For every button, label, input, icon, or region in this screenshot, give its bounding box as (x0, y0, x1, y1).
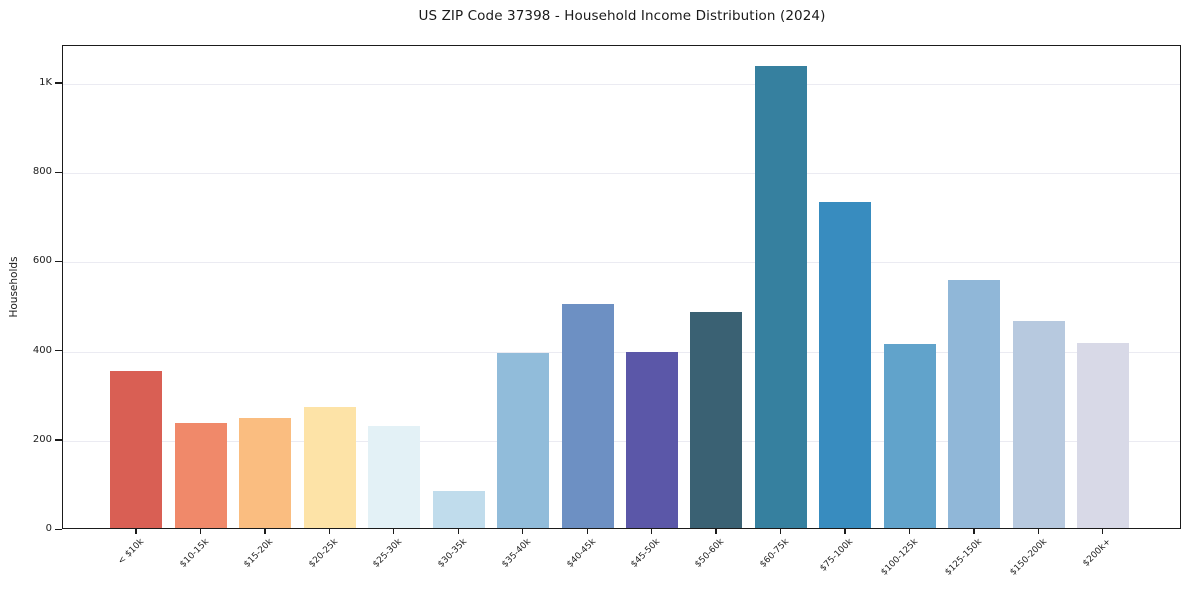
x-tick-mark (1102, 529, 1104, 534)
x-tick-label: < $10k (116, 537, 147, 567)
y-tick-mark (55, 439, 62, 441)
y-tick-label: 400 (32, 344, 52, 356)
x-tick-mark (264, 529, 266, 534)
x-tick-label: $40-45k (564, 537, 598, 570)
y-tick-label: 800 (32, 166, 52, 178)
x-tick-label: $200k+ (1081, 537, 1114, 569)
x-tick-label: $50-60k (693, 537, 727, 570)
x-tick-mark (651, 529, 653, 534)
x-tick-label: $45-50k (629, 537, 663, 570)
x-tick-mark (328, 529, 331, 534)
x-tick-mark (457, 529, 459, 534)
y-tick-mark (55, 171, 62, 173)
y-tick-mark (55, 82, 62, 84)
y-tick-label: 1K (39, 76, 52, 88)
x-tick-label: $30-35k (435, 537, 469, 570)
y-tick-mark (55, 350, 62, 352)
chart-bar (239, 417, 292, 528)
plot-area (62, 45, 1181, 529)
y-tick-label: 200 (32, 433, 52, 445)
x-tick-label: $60-75k (758, 537, 791, 570)
gridline (63, 262, 1180, 264)
chart-bar (690, 311, 743, 528)
chart-bar (368, 425, 421, 528)
chart-bar (561, 303, 614, 528)
chart-bar (626, 351, 678, 528)
x-tick-mark (199, 529, 202, 534)
x-tick-label: $100-125k (879, 537, 920, 578)
x-tick-label: $10-15k (178, 537, 211, 570)
x-tick-mark (586, 529, 588, 534)
y-tick-mark (55, 528, 62, 530)
x-tick-mark (715, 529, 717, 534)
x-tick-label: $25-30k (371, 537, 405, 570)
y-tick-label: 600 (32, 255, 52, 267)
chart-bar (948, 279, 1001, 528)
chart-bar (1077, 342, 1130, 528)
x-tick-label: $35-40k (500, 537, 534, 570)
x-tick-mark (973, 529, 975, 534)
x-tick-label: $75-100k (818, 537, 856, 574)
chart-bar (754, 66, 807, 528)
x-tick-label: $150-200k (1008, 537, 1049, 578)
chart-bar (497, 352, 550, 528)
chart-bar (819, 201, 872, 528)
gridline (63, 173, 1180, 175)
x-tick-label: $15-20k (242, 537, 276, 570)
x-tick-mark (135, 529, 137, 534)
x-tick-mark (1037, 529, 1039, 534)
chart-bar (174, 422, 227, 528)
chart-title: US ZIP Code 37398 - Household Income Dis… (418, 8, 826, 24)
x-tick-mark (393, 529, 395, 534)
x-tick-mark (844, 529, 846, 534)
x-tick-mark (779, 529, 782, 534)
chart-bar (883, 344, 936, 528)
gridline (63, 351, 1180, 353)
chart-bar (303, 406, 356, 528)
x-tick-mark (522, 529, 524, 534)
gridline (63, 440, 1180, 442)
chart-bar (432, 490, 485, 528)
y-tick-mark (55, 260, 62, 263)
y-tick-label: 0 (45, 523, 52, 534)
chart-bar (110, 370, 163, 528)
x-tick-mark (908, 529, 911, 534)
x-tick-label: $20-25k (307, 537, 340, 570)
gridline (63, 83, 1180, 85)
chart-bar (1012, 320, 1065, 528)
x-tick-label: $125-150k (943, 537, 985, 578)
